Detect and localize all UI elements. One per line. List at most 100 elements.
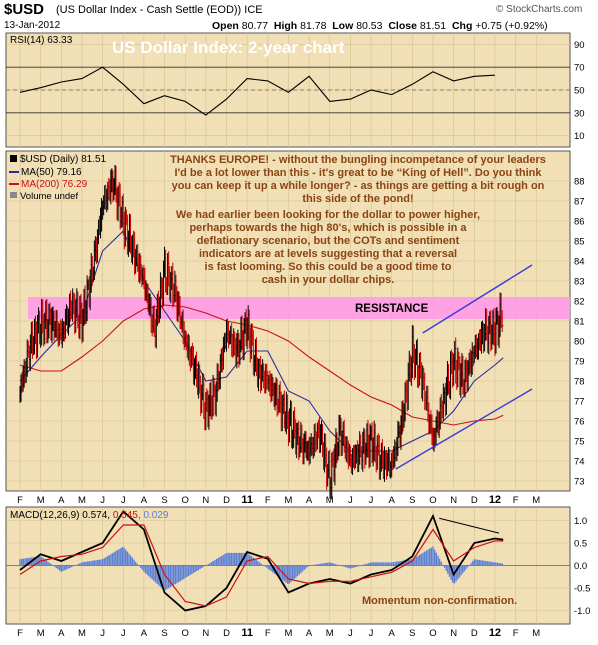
rsi-line	[19, 66, 495, 116]
chart-title: US Dollar Index: 2-year chart	[112, 38, 345, 57]
trendline	[422, 264, 533, 334]
trendline	[395, 388, 533, 470]
high-label: High	[273, 20, 298, 32]
price-tick-label: 78	[574, 377, 585, 388]
date-axis-label: N	[202, 495, 209, 506]
date-axis-label: A	[141, 495, 148, 506]
resistance-band	[28, 297, 570, 319]
price-tick-label: 74	[574, 457, 585, 468]
price-tick-label: 83	[574, 277, 585, 288]
macd-tick-label: -1.0	[574, 606, 590, 617]
date-axis-label-bottom: 11	[241, 627, 253, 639]
rsi-tick-label: 70	[574, 63, 585, 74]
date-axis-label: J	[121, 495, 126, 506]
macd-tick-label: -0.5	[574, 584, 590, 595]
low-label: Low	[332, 20, 354, 32]
date-axis-label: O	[182, 495, 189, 506]
date-axis-label-bottom: F	[265, 628, 271, 639]
price-tick-label: 79	[574, 357, 585, 368]
date-axis-label: F	[17, 495, 23, 506]
price-tick-label: 73	[574, 477, 585, 488]
macd-signal-value: 0.545,	[113, 510, 144, 521]
annotation-secondary-line: cash in your dollar chips.	[262, 274, 395, 286]
date-axis-label: 11	[241, 494, 253, 506]
price-tick-label: 77	[574, 397, 585, 408]
date-axis-label: J	[100, 495, 105, 506]
annotation-secondary-line: We had earlier been looking for the doll…	[176, 209, 480, 221]
price-tick-label: 85	[574, 237, 585, 248]
date-axis-label-bottom: S	[409, 628, 415, 639]
date-axis-label: M	[532, 495, 540, 506]
date-axis-label-bottom: S	[161, 628, 167, 639]
macd-tick-label: 1.0	[574, 516, 587, 527]
annotation-main-line: I'd be a lot lower than this - it's grea…	[174, 167, 542, 179]
date-axis-label-bottom: A	[306, 628, 313, 639]
high-value: 81.78	[300, 20, 327, 32]
rsi-label: RSI(14) 63.33	[10, 35, 73, 46]
price-tick-label: 80	[574, 337, 585, 348]
macd-tick-label: 0.5	[574, 539, 587, 550]
low-value: 80.53	[356, 20, 383, 32]
annotation-secondary-line: indicators are at levels suggesting that…	[199, 248, 457, 260]
date-axis-label: F	[265, 495, 271, 506]
ma200-legend-label: MA(200) 76.29	[21, 179, 88, 190]
annotation-secondary-line: deflationary scenario, but the COTs and …	[197, 235, 460, 247]
date-axis-label-bottom: A	[141, 628, 148, 639]
price-tick-label: 84	[574, 257, 585, 268]
annotation-main-line: THANKS EUROPE! - without the bungling in…	[170, 154, 546, 166]
resistance-label: RESISTANCE	[355, 303, 429, 315]
date-axis-label-bottom: M	[532, 628, 540, 639]
annotation-main-line: this side of the pond!	[302, 193, 413, 205]
price-tick-label: 75	[574, 437, 585, 448]
open-value: 80.77	[241, 20, 269, 32]
chart-description: (US Dollar Index - Cash Settle (EOD)) IC…	[56, 4, 263, 16]
date-axis-label-bottom: F	[17, 628, 23, 639]
date-axis-label: M	[326, 495, 334, 506]
date-axis-label-bottom: N	[202, 628, 209, 639]
date-axis-label: S	[161, 495, 167, 506]
date-axis-label: A	[58, 495, 65, 506]
open-label: Open	[212, 20, 239, 32]
date-axis-bottom: F M A M J J A S O N D 11 F M A M J J A S O N D 12 F M	[17, 627, 540, 639]
exchange-text: ICE	[244, 4, 263, 16]
rsi-panel: 90 70 50 30 10 RSI(14) 63.33 US Dollar Index: …	[5, 32, 585, 148]
close-value: 81.51	[419, 20, 447, 32]
rsi-tick-label: 90	[574, 40, 585, 51]
price-tick-label: 76	[574, 417, 585, 428]
date-axis-label: M	[37, 495, 45, 506]
date-axis-top: F M A M J J A S O N D 11 F M A M J J A S O N D 12 F M	[17, 494, 540, 506]
watermark: © StockCharts.com	[496, 4, 583, 15]
date-axis-label-bottom: F	[513, 628, 519, 639]
annotation-secondary-line: is fast looming. So this could be a good…	[205, 261, 452, 273]
price-tick-label: 86	[574, 217, 585, 228]
price-tick-label: 88	[574, 177, 585, 188]
date-axis-label-bottom: M	[326, 628, 334, 639]
macd-signal-line	[19, 524, 504, 607]
date-axis-label-bottom: D	[471, 628, 478, 639]
rsi-tick-label: 30	[574, 108, 585, 119]
rsi-tick-label: 50	[574, 86, 585, 97]
close-label: Close	[388, 20, 417, 32]
annotation-main-line: you can keep it up a while longer? - as …	[172, 180, 545, 192]
rsi-tick-label: 10	[574, 131, 585, 142]
date-axis-label: 12	[489, 494, 501, 506]
date-axis-label-bottom: J	[348, 628, 353, 639]
date-axis-label-bottom: 12	[489, 627, 501, 639]
macd-value: 0.574,	[82, 510, 113, 521]
date-axis-label: F	[513, 495, 519, 506]
date-axis-label: A	[389, 495, 396, 506]
date-axis-label: J	[369, 495, 374, 506]
annotation-secondary-line: perhaps towards the high 80's, which is …	[189, 222, 467, 234]
macd-panel: 1.0 0.5 0.0 -0.5 -1.0 MACD(12,26,9) 0.574, 0.…	[5, 506, 590, 625]
date-axis-label: O	[429, 495, 436, 506]
price-tick-label: 87	[574, 197, 585, 208]
divergence-line	[439, 517, 500, 534]
date-axis-label-bottom: J	[369, 628, 374, 639]
date-axis-label-bottom: M	[284, 628, 292, 639]
macd-label-name: MACD(12,26,9)	[10, 510, 82, 521]
macd-tick-label: 0.0	[574, 561, 587, 572]
date-axis-label: M	[284, 495, 292, 506]
price-tick-label: 81	[574, 317, 585, 328]
date-axis-label: M	[78, 495, 86, 506]
